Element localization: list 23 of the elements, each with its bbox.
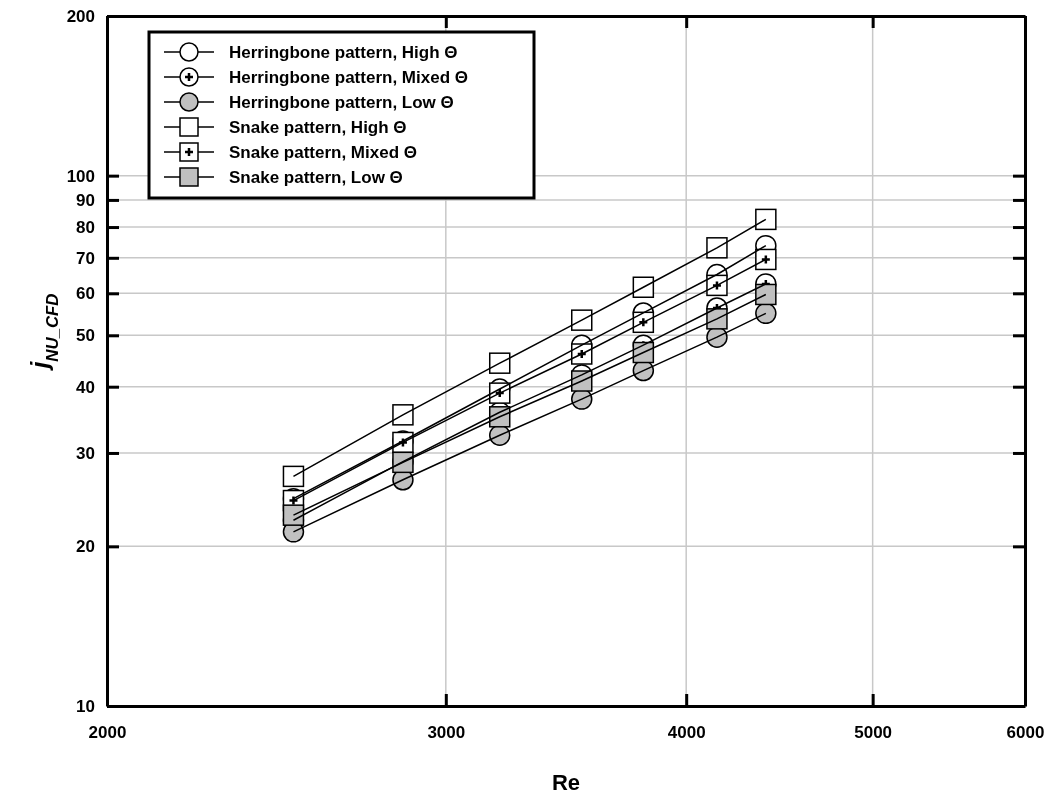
y-tick-label: 20 [76,537,95,557]
x-tick-label: 6000 [1006,723,1045,743]
legend-label: Snake pattern, Mixed Θ [229,143,417,162]
x-tick-label: 4000 [667,723,706,743]
y-tick-label: 200 [66,6,95,26]
legend-label: Herringbone pattern, High Θ [229,43,458,62]
y-tick-label: 10 [76,696,95,716]
y-tick-label: 90 [76,190,95,210]
y-tick-label: 100 [66,166,95,186]
legend-label: Snake pattern, High Θ [229,118,407,137]
x-axis-title: Re [551,770,581,795]
y-tick-label: 60 [76,284,95,304]
y-tick-label: 40 [76,377,95,397]
x-tick-label: 5000 [854,723,893,743]
x-tick-label: 2000 [88,723,127,743]
y-tick-label: 50 [76,326,95,346]
legend-label: Snake pattern, Low Θ [229,168,403,187]
y-tick-label: 80 [76,217,95,237]
legend-label: Herringbone pattern, Low Θ [229,93,454,112]
y-tick-label: 70 [76,248,95,268]
legend-label: Herringbone pattern, Mixed Θ [229,68,468,87]
x-tick-label: 3000 [427,723,466,743]
y-tick-label: 30 [76,443,95,463]
